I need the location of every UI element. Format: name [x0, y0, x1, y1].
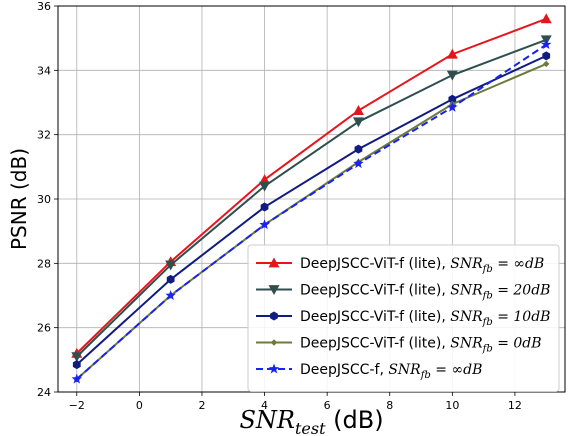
diamond-marker	[270, 339, 278, 346]
legend-entry: DeepJSCC-ViT-f (lite), SNRfb = 20dB	[256, 283, 550, 302]
star-marker	[268, 363, 280, 374]
legend: DeepJSCC-ViT-f (lite), SNRfb = ∞dBDeepJS…	[247, 244, 560, 392]
legend-entry: DeepJSCC-f, SNRfb = ∞dB	[256, 362, 482, 381]
legend-sub: fb	[482, 344, 493, 355]
y-axis-title: PSNR (dB)	[7, 148, 31, 250]
y-tick-label: 36	[37, 0, 51, 13]
star-marker	[165, 290, 176, 300]
legend-value: = 10dB	[493, 309, 551, 325]
series-line	[76, 43, 547, 380]
star-marker	[540, 39, 552, 50]
x-tick-label: 10	[445, 399, 459, 412]
legend-entry: DeepJSCC-ViT-f (lite), SNRfb = 10dB	[256, 309, 550, 328]
series-line	[76, 17, 547, 355]
star-marker	[259, 219, 270, 230]
legend-entry: DeepJSCC-ViT-f (lite), SNRfb = 0dB	[256, 336, 542, 355]
y-tick-label: 30	[37, 193, 51, 206]
x-tick-label: 4	[261, 399, 268, 412]
legend-sub: fb	[420, 370, 431, 381]
triangle-down-marker	[71, 352, 83, 363]
legend-prefix: DeepJSCC-ViT-f (lite),	[300, 283, 450, 299]
series-2	[71, 35, 552, 363]
triangle-up-marker	[259, 174, 271, 185]
x-axis-title: SNRtest (dB)	[239, 406, 383, 436]
legend-sub: fb	[482, 317, 493, 328]
x-tick-label: 8	[386, 399, 393, 412]
legend-prefix: DeepJSCC-ViT-f (lite),	[300, 309, 450, 325]
legend-value: = 0dB	[493, 336, 542, 352]
x-tick-label: 6	[324, 399, 331, 412]
legend-box	[247, 244, 560, 392]
triangle-up-marker	[446, 48, 458, 59]
triangle-down-marker	[259, 181, 271, 192]
star-marker	[71, 373, 83, 384]
legend-var: SNR	[450, 283, 483, 299]
x-axis-title-sub: test	[295, 419, 326, 436]
star-marker	[447, 101, 458, 112]
hexagon-marker	[448, 94, 457, 104]
legend-label: DeepJSCC-ViT-f (lite), SNRfb = 0dB	[300, 336, 542, 355]
legend-var: SNR	[388, 362, 421, 378]
x-axis-title-var: SNR	[239, 406, 295, 434]
hexagon-marker	[542, 51, 551, 61]
x-axis-title-unit: (dB)	[326, 406, 384, 434]
triangle-down-marker	[165, 260, 177, 271]
legend-label: DeepJSCC-ViT-f (lite), SNRfb = ∞dB	[300, 256, 544, 275]
legend-var: SNR	[450, 256, 483, 272]
y-tick-label: 32	[37, 129, 51, 142]
triangle-up-marker	[540, 13, 552, 24]
legend-entry: DeepJSCC-ViT-f (lite), SNRfb = ∞dB	[256, 256, 544, 275]
hexagon-marker	[260, 202, 269, 212]
legend-value: = 20dB	[493, 283, 551, 299]
legend-sub: fb	[482, 291, 493, 302]
x-tick-label: 2	[198, 399, 205, 412]
triangle-down-marker	[352, 117, 364, 128]
data-series	[71, 13, 552, 384]
triangle-up-marker	[352, 105, 364, 115]
legend-label: DeepJSCC-ViT-f (lite), SNRfb = 10dB	[300, 309, 550, 328]
legend-label: DeepJSCC-ViT-f (lite), SNRfb = 20dB	[300, 283, 550, 302]
hexagon-marker	[354, 144, 363, 154]
series-line	[76, 54, 547, 366]
triangle-down-marker	[446, 70, 458, 81]
y-tick-label: 26	[37, 322, 51, 335]
y-tick-label: 28	[37, 257, 51, 270]
series-3	[72, 51, 551, 370]
hexagon-marker	[166, 274, 175, 284]
triangle-up-marker	[268, 257, 280, 268]
legend-sub: fb	[482, 264, 493, 275]
series-line	[76, 38, 547, 358]
diamond-marker	[543, 60, 550, 68]
x-tick-label: −2	[69, 399, 85, 412]
star-marker	[353, 158, 364, 169]
legend-var: SNR	[450, 309, 483, 325]
grid-lines	[58, 5, 565, 393]
legend-value: = ∞dB	[493, 256, 545, 272]
legend-value: = ∞dB	[431, 362, 483, 378]
series-5	[71, 39, 552, 384]
legend-prefix: DeepJSCC-ViT-f (lite),	[300, 256, 450, 272]
x-tick-label: 0	[136, 399, 143, 412]
hexagon-marker	[270, 311, 278, 321]
hexagon-marker	[72, 360, 81, 370]
y-tick-label: 34	[37, 64, 51, 77]
legend-label: DeepJSCC-f, SNRfb = ∞dB	[300, 362, 482, 381]
triangle-down-marker	[268, 285, 280, 295]
x-tick-label: 12	[508, 399, 522, 412]
y-tick-label: 24	[37, 386, 51, 399]
legend-prefix: DeepJSCC-ViT-f (lite),	[300, 336, 450, 352]
legend-var: SNR	[450, 336, 483, 352]
legend-prefix: DeepJSCC-f,	[300, 362, 388, 378]
